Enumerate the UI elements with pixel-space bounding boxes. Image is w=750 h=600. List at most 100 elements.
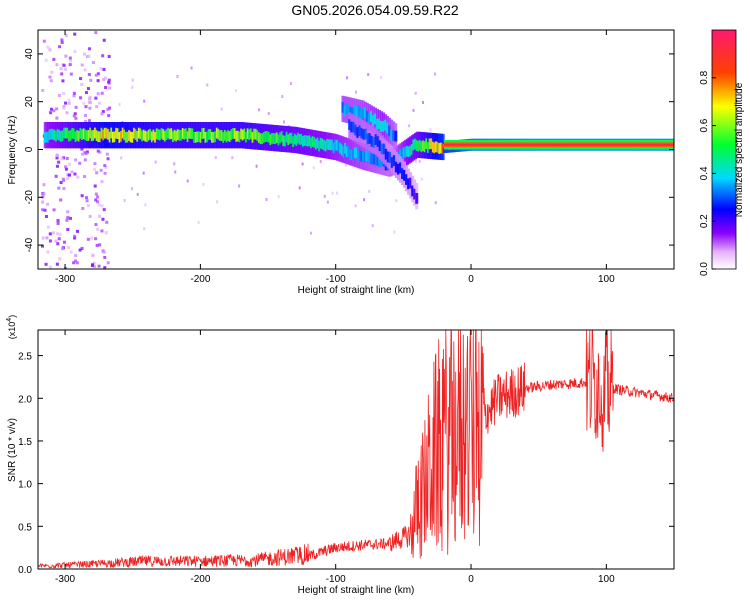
ridge-cell (327, 139, 331, 150)
noise-cell (83, 119, 87, 123)
noise-cell (197, 220, 200, 224)
noise-cell (40, 244, 44, 248)
x-tick-label: 100 (598, 574, 615, 585)
ridge-cell (366, 150, 370, 162)
ridge-cell (356, 127, 360, 138)
ridge-cell (359, 108, 363, 119)
ridge-cell (202, 127, 206, 139)
ridge-cell (256, 130, 260, 142)
noise-cell (100, 204, 104, 208)
ridge-cell (241, 129, 245, 141)
noise-cell (68, 162, 72, 166)
noise-cell (277, 195, 280, 199)
ridge-cell (207, 129, 211, 140)
noise-cell (43, 208, 47, 212)
y-tick-label: 2.0 (18, 394, 32, 405)
ridge-cell (259, 133, 263, 145)
noise-cell (72, 261, 76, 265)
ridge-cell (275, 132, 279, 144)
y-tick-label: 0.0 (18, 565, 32, 576)
ridge-cell (375, 118, 379, 130)
ridge-cell (303, 135, 307, 146)
noise-cell (73, 234, 77, 238)
ridge-cell (129, 131, 133, 143)
noise-cell (101, 54, 105, 58)
ridge-cell (258, 132, 262, 144)
noise-cell (64, 54, 68, 58)
ridge-cell (404, 146, 408, 158)
noise-cell (49, 107, 53, 111)
noise-cell (255, 164, 258, 168)
noise-cell (80, 147, 84, 151)
noise-cell (414, 160, 417, 164)
ridge-cell (219, 130, 223, 141)
ridge-cell (364, 128, 368, 140)
noise-cell (55, 153, 59, 157)
y-tick-label: 2.5 (18, 352, 32, 363)
x-tick-label: -200 (190, 574, 210, 585)
ridge-cell (301, 136, 305, 147)
ridge-cell (390, 129, 394, 141)
ridge-cell (386, 122, 390, 134)
ridge-cell (165, 129, 169, 141)
noise-cell (104, 76, 108, 80)
noise-cell (434, 72, 437, 76)
ridge-cell (264, 131, 268, 142)
ridge-cell (63, 127, 67, 139)
ridge-cell (405, 145, 409, 157)
noise-cell (100, 229, 104, 233)
ridge-cell (353, 147, 357, 159)
ridge-cell (266, 131, 270, 142)
noise-cell (50, 70, 54, 74)
noise-cell (395, 199, 398, 203)
noise-cell (87, 47, 91, 51)
ridge-cell (350, 121, 354, 133)
ridge-cell (300, 133, 304, 145)
noise-cell (85, 196, 89, 200)
ridge-cell (407, 178, 411, 190)
noise-cell (91, 61, 95, 65)
noise-cell (67, 245, 71, 249)
spectrogram-marks (40, 31, 674, 269)
ridge-cell (116, 128, 120, 140)
noise-cell (52, 109, 56, 113)
ridge-cell (61, 130, 65, 142)
noise-cell (301, 162, 304, 166)
noise-cell (79, 77, 83, 81)
noise-cell (59, 180, 63, 184)
noise-cell (323, 194, 326, 198)
noise-cell (290, 82, 293, 86)
noise-cell (68, 56, 72, 60)
ridge-cell (382, 121, 386, 132)
ridge-cell (334, 139, 338, 151)
ridge-cell (363, 151, 367, 163)
snr-y-label: SNR (10 * v/v) (7, 418, 18, 482)
ridge-cell (214, 131, 218, 143)
noise-cell (283, 120, 286, 124)
noise-cell (74, 105, 78, 109)
spectrogram-y-label: Frequency (Hz) (7, 116, 18, 185)
noise-cell (70, 170, 74, 174)
noise-cell (103, 164, 107, 168)
noise-cell (434, 201, 437, 205)
ridge-cell (279, 132, 283, 144)
noise-cell (100, 112, 104, 116)
ridge-cell (378, 118, 382, 130)
noise-cell (61, 177, 65, 181)
noise-cell (90, 264, 94, 268)
y-tick-label: 0.5 (18, 522, 32, 533)
noise-cell (355, 90, 358, 94)
colorbar-ticks: 0.0 0.2 0.4 0.6 0.8 (699, 70, 716, 276)
ridge-cell (373, 153, 377, 165)
noise-cell (49, 111, 53, 115)
noise-cell (57, 186, 61, 190)
ridge-cell (354, 124, 358, 136)
noise-cell (72, 91, 76, 95)
noise-cell (88, 214, 92, 218)
noise-cell (105, 231, 108, 235)
ridge-cell (240, 128, 244, 140)
noise-cell (99, 168, 103, 172)
noise-cell (94, 237, 98, 241)
ridge-cell (436, 142, 440, 153)
